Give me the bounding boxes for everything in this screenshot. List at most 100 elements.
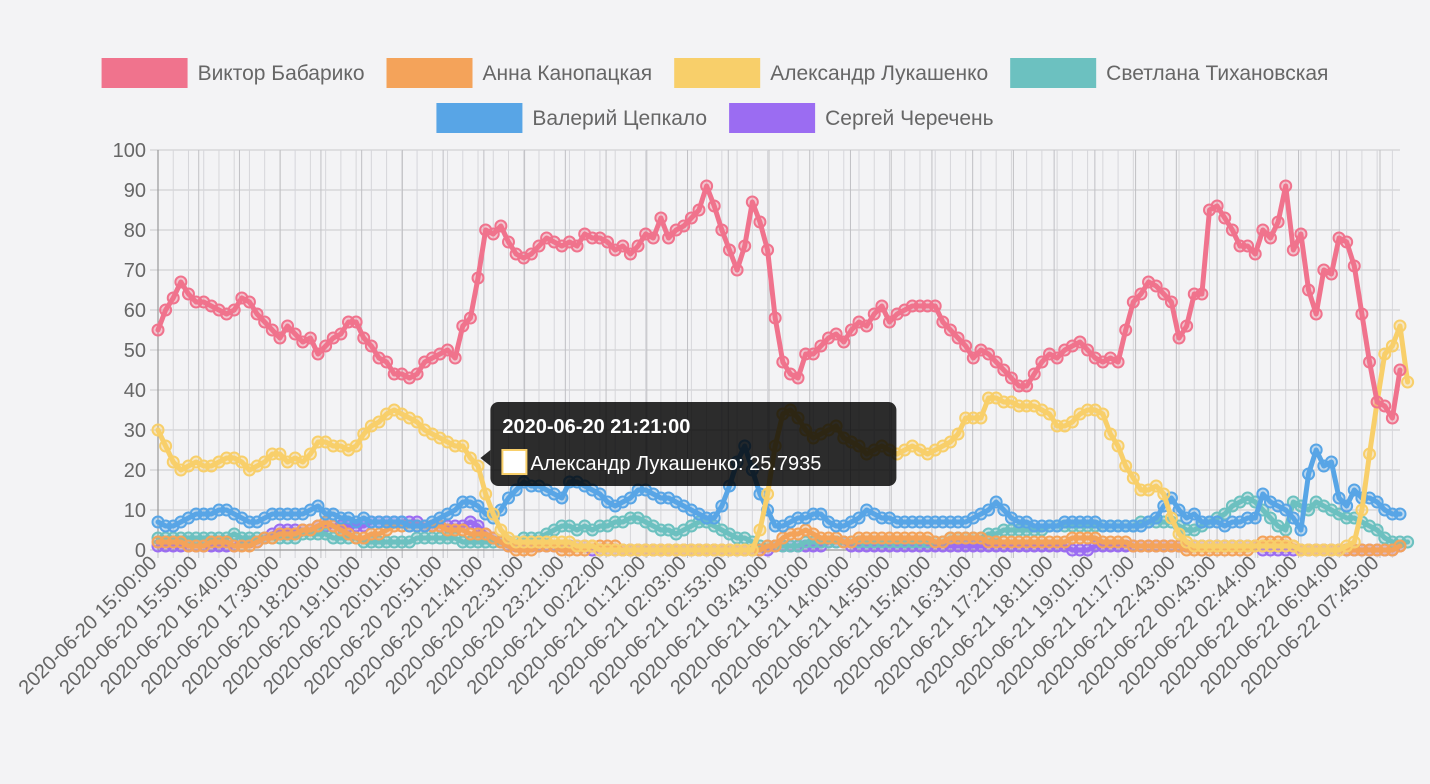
legend-item[interactable]: Анна Канопацкая — [386, 58, 653, 88]
data-point[interactable] — [1256, 487, 1270, 501]
data-point[interactable] — [943, 435, 957, 449]
data-point[interactable] — [1355, 307, 1369, 321]
data-point[interactable] — [471, 499, 485, 513]
data-point[interactable] — [1103, 427, 1117, 441]
data-point[interactable] — [319, 339, 333, 353]
data-point[interactable] — [852, 511, 866, 525]
data-point[interactable] — [1263, 511, 1277, 525]
legend-item[interactable]: Светлана Тихановская — [1010, 58, 1328, 88]
legend-item[interactable]: Александр Лукашенко — [674, 58, 988, 88]
data-point[interactable] — [380, 355, 394, 369]
data-point[interactable] — [456, 319, 470, 333]
data-point[interactable] — [623, 491, 637, 505]
data-point[interactable] — [1347, 483, 1361, 497]
data-point[interactable] — [1149, 511, 1163, 525]
data-point[interactable] — [1126, 471, 1140, 485]
data-point[interactable] — [1332, 491, 1346, 505]
data-point[interactable] — [715, 223, 729, 237]
data-point[interactable] — [730, 263, 744, 277]
data-point[interactable] — [1286, 511, 1300, 525]
data-point[interactable] — [357, 331, 371, 345]
data-point[interactable] — [1180, 319, 1194, 333]
data-point[interactable] — [1363, 447, 1377, 461]
legend-item[interactable]: Валерий Цепкало — [436, 103, 707, 133]
data-point[interactable] — [989, 495, 1003, 509]
data-point[interactable] — [1340, 499, 1354, 513]
data-point[interactable] — [273, 331, 287, 345]
data-point[interactable] — [1111, 439, 1125, 453]
data-point[interactable] — [1355, 503, 1369, 517]
data-point[interactable] — [745, 195, 759, 209]
data-point[interactable] — [776, 355, 790, 369]
data-point[interactable] — [456, 439, 470, 453]
data-point[interactable] — [677, 219, 691, 233]
data-point[interactable] — [448, 351, 462, 365]
data-point[interactable] — [349, 315, 363, 329]
data-point[interactable] — [1370, 495, 1384, 509]
data-point[interactable] — [235, 455, 249, 469]
data-point[interactable] — [1279, 503, 1293, 517]
data-point[interactable] — [768, 311, 782, 325]
data-point[interactable] — [943, 323, 957, 337]
data-point[interactable] — [372, 415, 386, 429]
data-point[interactable] — [159, 439, 173, 453]
data-point[interactable] — [707, 199, 721, 213]
data-point[interactable] — [1248, 247, 1262, 261]
data-point[interactable] — [265, 323, 279, 337]
data-point[interactable] — [951, 331, 965, 345]
data-point[interactable] — [1119, 459, 1133, 473]
data-point[interactable] — [166, 455, 180, 469]
data-point[interactable] — [486, 227, 500, 241]
data-point[interactable] — [753, 523, 767, 537]
data-point[interactable] — [966, 351, 980, 365]
data-point[interactable] — [982, 503, 996, 517]
data-point[interactable] — [959, 339, 973, 353]
data-point[interactable] — [1187, 507, 1201, 521]
data-point[interactable] — [1157, 487, 1171, 501]
data-point[interactable] — [166, 291, 180, 305]
data-point[interactable] — [1309, 307, 1323, 321]
data-point[interactable] — [1218, 211, 1232, 225]
data-point[interactable] — [1370, 523, 1384, 537]
data-point[interactable] — [1119, 323, 1133, 337]
data-point[interactable] — [250, 307, 264, 321]
data-point[interactable] — [867, 307, 881, 321]
data-point[interactable] — [761, 243, 775, 257]
data-point[interactable] — [662, 231, 676, 245]
data-point[interactable] — [753, 215, 767, 229]
data-point[interactable] — [471, 271, 485, 285]
data-point[interactable] — [601, 235, 615, 249]
data-point[interactable] — [1096, 407, 1110, 421]
data-point[interactable] — [532, 239, 546, 253]
data-point[interactable] — [258, 315, 272, 329]
data-point[interactable] — [1347, 535, 1361, 549]
data-point[interactable] — [1020, 379, 1034, 393]
data-point[interactable] — [997, 503, 1011, 517]
data-point[interactable] — [463, 311, 477, 325]
data-point[interactable] — [745, 543, 759, 557]
data-point[interactable] — [463, 451, 477, 465]
data-point[interactable] — [623, 247, 637, 261]
data-point[interactable] — [1149, 279, 1163, 293]
data-point[interactable] — [1172, 331, 1186, 345]
data-point[interactable] — [974, 411, 988, 425]
data-point[interactable] — [1324, 267, 1338, 281]
data-point[interactable] — [654, 211, 668, 225]
data-point[interactable] — [692, 203, 706, 217]
data-point[interactable] — [1210, 199, 1224, 213]
data-point[interactable] — [524, 247, 538, 261]
data-point[interactable] — [1393, 363, 1407, 377]
data-point[interactable] — [486, 507, 500, 521]
data-point[interactable] — [303, 331, 317, 345]
data-point[interactable] — [1302, 283, 1316, 297]
data-point[interactable] — [288, 327, 302, 341]
data-point[interactable] — [1027, 367, 1041, 381]
data-point[interactable] — [1309, 443, 1323, 457]
data-point[interactable] — [1385, 411, 1399, 425]
data-point[interactable] — [151, 323, 165, 337]
data-point[interactable] — [1401, 375, 1415, 389]
data-point[interactable] — [1241, 239, 1255, 253]
data-point[interactable] — [715, 499, 729, 513]
data-point[interactable] — [1385, 339, 1399, 353]
data-point[interactable] — [357, 427, 371, 441]
